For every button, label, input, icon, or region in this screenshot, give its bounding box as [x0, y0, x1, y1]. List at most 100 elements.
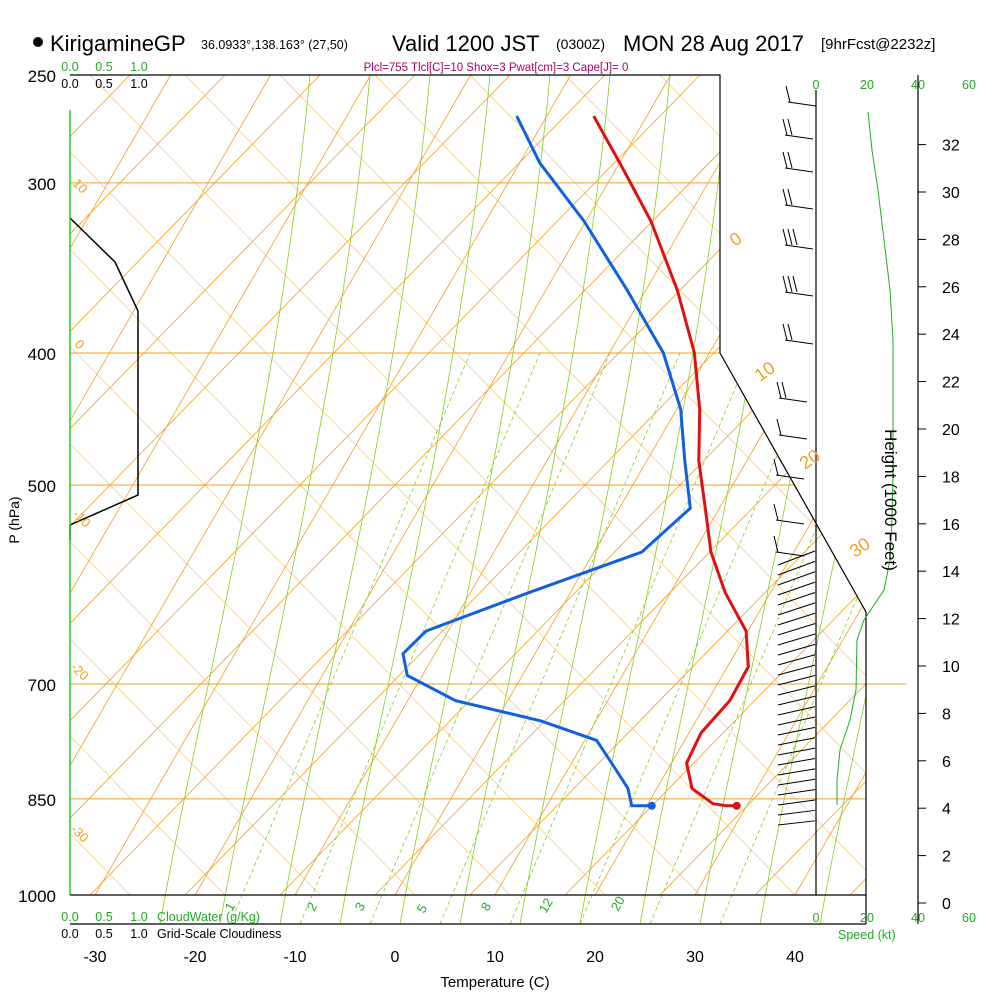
height-tick-label: 28 — [942, 232, 960, 249]
adiabat-label: -10 — [70, 507, 94, 531]
cloudwater-axis-label: CloudWater (g/Kg) — [157, 910, 260, 924]
wind-barb-staff — [787, 101, 817, 107]
pressure-tick-label: 1000 — [18, 887, 56, 906]
height-tick-label: 16 — [942, 517, 960, 534]
wind-barb-staff — [784, 291, 814, 297]
speed-top-ticks: 0 20 40 60 — [813, 78, 976, 92]
wind-barb-staff — [784, 134, 814, 140]
mixing-ratio-label: 2 — [304, 900, 321, 914]
moist-adiabat-line — [819, 75, 866, 924]
wind-barb — [782, 323, 814, 345]
cloud-tick-label: 0.0 — [61, 927, 78, 941]
surface-temperature-dot — [732, 801, 741, 810]
wind-speed-profile — [836, 111, 894, 805]
cloud-tick-label: 1.0 — [130, 910, 147, 924]
wind-barb-staff — [784, 244, 814, 250]
wind-barb-flag — [776, 418, 782, 436]
plot-frame — [70, 74, 867, 925]
wind-barb-flag — [773, 503, 779, 521]
wind-barb-flag — [787, 275, 793, 293]
isotherm-label: 0 — [726, 228, 746, 250]
cloud-tick-label: 0.5 — [95, 927, 112, 941]
wind-barb-staff — [778, 397, 808, 403]
dry-adiabat-line — [70, 75, 226, 896]
wind-barb-flag — [785, 85, 791, 103]
adiabat-line — [70, 75, 321, 896]
wind-barb — [782, 275, 814, 297]
wind-barb-flag — [782, 118, 788, 136]
background-grid — [70, 75, 1000, 924]
mixing-ratio-line — [719, 352, 866, 924]
mixing-ratio-label: 20 — [608, 893, 628, 913]
speed-axis-label: Speed (kt) — [838, 928, 896, 942]
dry-adiabat-line — [849, 75, 866, 896]
dry-adiabat-line — [469, 75, 866, 896]
wind-barb — [777, 592, 816, 606]
wind-barb-flag — [773, 535, 779, 553]
wind-barb — [777, 789, 816, 796]
wind-barb-flag — [792, 275, 798, 293]
wind-barb-flag — [782, 275, 788, 293]
dry-adiabat-line — [70, 75, 321, 896]
mixing-ratio-line — [509, 352, 751, 924]
wind-barb-staff — [775, 551, 805, 557]
stability-indices: Plcl=755 Tlcl[C]=10 Shox=3 Pwat[cm]=3 Ca… — [364, 62, 629, 74]
moist-adiabat-line — [279, 75, 431, 924]
wind-barb-flag — [787, 118, 793, 136]
valid-time: Valid 1200 JST — [392, 31, 540, 56]
moist-adiabat-line — [219, 75, 371, 924]
cloudiness-bottom-ticks: 0.0 0.5 1.0 — [61, 927, 147, 941]
wind-barb — [777, 581, 816, 596]
height-tick-label: 30 — [942, 185, 960, 202]
station-coords: 36.0933°,138.163° (27,50) — [201, 38, 348, 52]
wind-barb — [777, 612, 816, 626]
wind-barb — [782, 151, 814, 173]
moist-adiabat-line — [699, 75, 851, 924]
isotherm-line — [995, 75, 1000, 895]
height-tick-label: 18 — [942, 469, 960, 486]
pressure-tick-label: 700 — [28, 676, 56, 695]
sounding-plot — [69, 74, 1000, 925]
cloud-tick-label: 1.0 — [130, 927, 147, 941]
temperature-axis-label: Temperature (C) — [440, 974, 549, 991]
mixing-ratio-label: 12 — [536, 895, 556, 915]
isotherm-line — [70, 75, 271, 896]
mixing-ratio-line — [229, 352, 471, 924]
wind-barb — [776, 418, 808, 440]
wind-barb — [782, 228, 814, 250]
adiabat-label: -30 — [68, 822, 92, 846]
isotherm-label: 10 — [751, 357, 779, 385]
wind-barb — [777, 758, 816, 766]
mixing-ratio-line — [369, 352, 611, 924]
cloud-scales: 0.0 0.5 1.0 0.0 0.5 1.0 0.0 0.5 1.0 0.0 0.5 1.0 … — [61, 60, 281, 941]
wind-barb — [782, 118, 814, 140]
adiabat-label: 10 — [70, 176, 91, 197]
speed-tick-label: 0 — [813, 911, 820, 925]
cloud-tick-label: 1.0 — [130, 77, 147, 91]
speed-tick-label: 20 — [860, 78, 874, 92]
wind-barb-flag — [782, 323, 788, 341]
height-tick-label: 32 — [942, 138, 960, 155]
wind-barb — [773, 503, 805, 525]
wind-barb — [777, 768, 816, 776]
wind-barb — [777, 602, 816, 616]
height-tick-label: 12 — [942, 612, 960, 629]
moist-adiabat-line — [639, 75, 791, 924]
cloud-tick-label: 0.0 — [61, 60, 78, 74]
wind-speed-panel: 0 20 40 60 0 20 40 60 Speed (kt) — [813, 78, 976, 942]
adiabat-line — [849, 75, 866, 896]
dry-adiabat-line — [70, 75, 416, 896]
wind-barb — [777, 643, 816, 656]
cloud-tick-label: 0.0 — [61, 910, 78, 924]
temperature-tick-label: 10 — [486, 949, 504, 966]
wind-barb — [777, 571, 816, 586]
surface-dewpoint-dot — [647, 801, 656, 810]
isotherm-label: 30 — [846, 533, 874, 561]
height-tick-label: 0 — [942, 896, 951, 913]
adiabat-line — [564, 75, 866, 896]
wind-barb — [777, 695, 816, 706]
wind-barb — [773, 535, 805, 557]
forecast-tag: [9hrFcst@2232z] — [821, 36, 935, 53]
